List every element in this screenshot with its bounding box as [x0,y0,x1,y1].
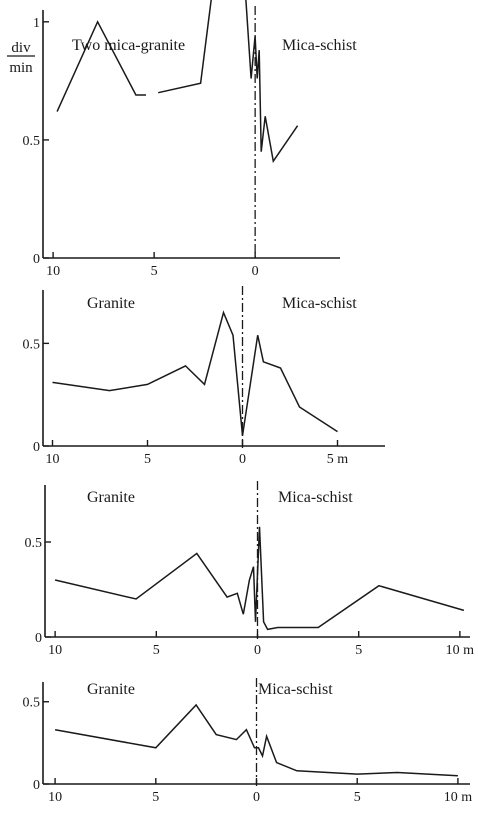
data-series-line [52,310,338,436]
x-tick-label: 10 m [444,790,473,805]
unit-label: div min [7,40,35,76]
x-tick-label: 5 [153,643,160,658]
right-rock-label: Mica-schist [282,295,357,312]
data-series-line [54,526,465,631]
data-series-line [56,20,146,112]
x-tick-label: 5 [152,790,159,805]
x-tick-label: 0 [254,643,261,658]
data-series-line [158,0,299,164]
panel-3: 0 0.5 10 5 0 5 10 m Granite Mica-schist [25,481,475,658]
x-tick-label: 10 [48,643,62,658]
right-rock-label: Mica-schist [258,681,333,698]
x-tick-label: 0 [252,264,259,279]
x-tick-label: 5 m [327,452,349,467]
x-tick-label: 0 [253,790,260,805]
unit-denominator: min [9,60,33,76]
y-tick-label: 0.5 [25,536,43,551]
x-tick-label: 10 [46,452,60,467]
right-rock-label: Mica-schist [282,37,357,54]
panels: 0 0.5 1 10 5 0 Two mica-granite Mica-schist 0 0.5… [23,0,475,805]
y-tick-label: 0 [33,252,40,267]
x-tick-label: 5 [355,643,362,658]
unit-numerator: div [11,40,31,56]
x-tick-label: 5 [151,264,158,279]
panel-4: 0 0.5 10 5 0 5 10 m Granite Mica-schist [23,678,473,805]
right-rock-label: Mica-schist [278,489,353,506]
left-rock-label: Granite [87,489,135,506]
y-tick-label: 0.5 [23,696,41,711]
x-tick-label: 5 [354,790,361,805]
data-series-line [54,703,458,777]
y-tick-label: 1 [33,16,40,31]
x-tick-label: 5 [144,452,151,467]
panel-1: 0 0.5 1 10 5 0 Two mica-granite Mica-schist [23,0,357,279]
y-tick-label: 0 [33,440,40,455]
x-tick-label: 10 [46,264,60,279]
x-tick-label: 10 [48,790,62,805]
y-tick-label: 0.5 [23,337,41,352]
x-tick-label: 0 [239,452,246,467]
left-rock-label: Two mica-granite [72,37,185,54]
left-rock-label: Granite [87,295,135,312]
left-rock-label: Granite [87,681,135,698]
y-tick-label: 0 [35,631,42,646]
panel-2: 0 0.5 10 5 0 5 m Granite Mica-schist [23,286,385,467]
y-tick-label: 0.5 [23,134,41,149]
y-tick-label: 0 [33,778,40,793]
x-tick-label: 10 m [446,643,475,658]
